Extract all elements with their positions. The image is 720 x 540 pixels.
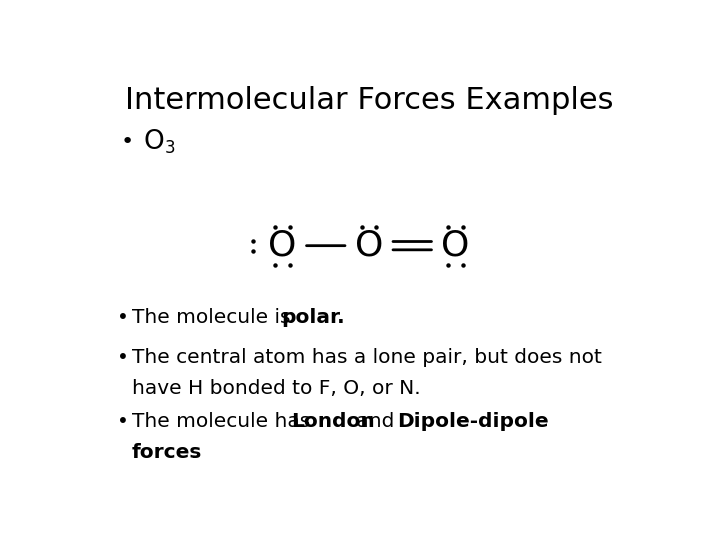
Text: Dipole-dipole: Dipole-dipole — [397, 412, 549, 431]
Text: Intermolecular Forces Examples: Intermolecular Forces Examples — [125, 85, 613, 114]
Text: .: . — [191, 443, 197, 462]
Text: forces: forces — [132, 443, 202, 462]
Text: O: O — [441, 228, 469, 262]
Text: 3: 3 — [164, 139, 175, 157]
Text: O: O — [355, 228, 383, 262]
Text: The central atom has a lone pair, but does not: The central atom has a lone pair, but do… — [132, 348, 602, 367]
Text: The molecule is: The molecule is — [132, 308, 297, 327]
Text: London: London — [291, 412, 375, 431]
Text: and: and — [350, 412, 401, 431]
Text: •: • — [117, 348, 129, 367]
Text: •: • — [117, 308, 129, 327]
Text: •: • — [117, 412, 129, 431]
Text: polar.: polar. — [282, 308, 346, 327]
Text: •: • — [121, 132, 134, 152]
Text: have H bonded to F, O, or N.: have H bonded to F, O, or N. — [132, 379, 420, 398]
Text: O: O — [269, 228, 297, 262]
Text: The molecule has: The molecule has — [132, 412, 317, 431]
Text: O: O — [143, 129, 163, 155]
